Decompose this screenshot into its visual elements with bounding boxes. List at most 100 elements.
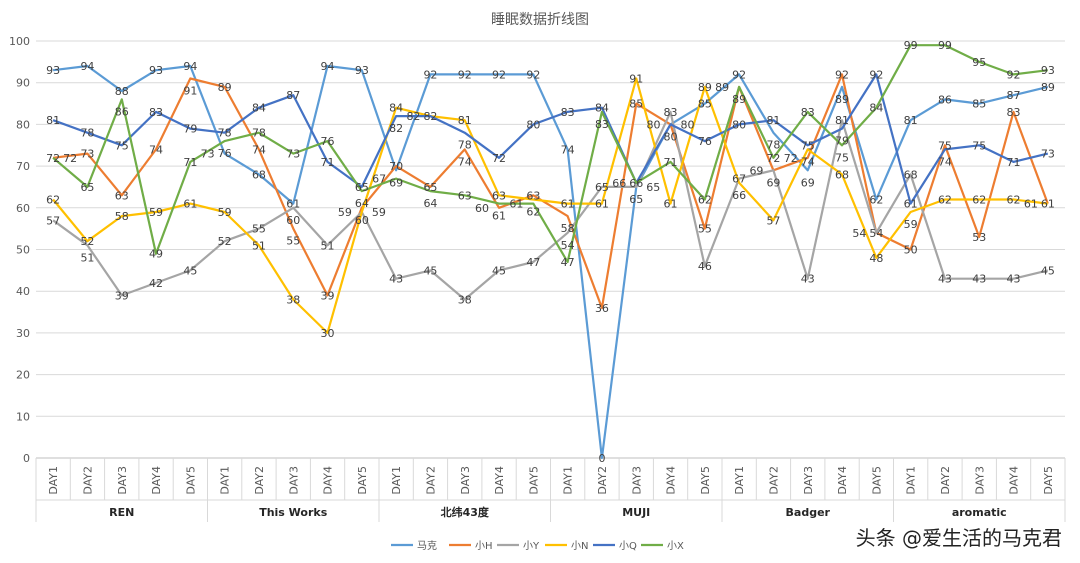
data-label: 69 <box>766 176 780 189</box>
data-label: 89 <box>1041 81 1055 94</box>
data-label: 83 <box>1007 106 1021 119</box>
legend-item[interactable]: 小H <box>449 540 493 552</box>
data-label: 74 <box>149 143 163 156</box>
data-label: 61 <box>286 198 300 211</box>
y-tick-label: 70 <box>16 160 30 173</box>
data-label: 43 <box>801 273 815 286</box>
data-label: 74 <box>252 143 266 156</box>
data-label: 72 <box>492 152 506 165</box>
data-label: 57 <box>766 214 780 227</box>
data-label: 81 <box>46 114 60 127</box>
data-label: 61 <box>1041 198 1055 211</box>
x-tick-label: DAY1 <box>390 466 403 495</box>
x-tick-label: DAY3 <box>459 466 472 495</box>
data-label: 52 <box>218 235 232 248</box>
data-label: 93 <box>1041 64 1055 77</box>
data-label: 94 <box>321 60 335 73</box>
x-tick-label: DAY1 <box>733 466 746 495</box>
y-tick-label: 40 <box>16 285 30 298</box>
data-label: 65 <box>355 181 369 194</box>
data-label: 39 <box>115 289 129 302</box>
data-label: 92 <box>526 68 540 81</box>
data-label: 83 <box>801 106 815 119</box>
group-label: 北纬43度 <box>441 505 490 519</box>
chart-title: 睡眠数据折线图 <box>491 12 589 28</box>
data-label: 92 <box>835 68 849 81</box>
data-label: 45 <box>423 264 437 277</box>
data-label: 83 <box>149 106 163 119</box>
data-label: 45 <box>183 264 197 277</box>
data-label: 92 <box>869 68 883 81</box>
data-label: 61 <box>492 210 506 223</box>
data-label: 86 <box>938 93 952 106</box>
data-label: 78 <box>252 127 266 140</box>
data-label: 92 <box>423 68 437 81</box>
data-label: 49 <box>149 248 163 261</box>
data-label: 67 <box>372 173 386 186</box>
x-tick-label: DAY4 <box>1008 466 1021 495</box>
data-label: 80 <box>526 118 540 131</box>
x-tick-label: DAY3 <box>802 466 815 495</box>
data-label: 81 <box>904 114 918 127</box>
data-label: 65 <box>646 181 660 194</box>
data-label: 59 <box>904 218 918 231</box>
data-label: 59 <box>338 206 352 219</box>
legend-item[interactable]: 马克 <box>391 540 437 552</box>
data-label: 95 <box>972 56 986 69</box>
data-label: 67 <box>732 173 746 186</box>
data-label: 65 <box>629 193 643 206</box>
data-label: 61 <box>561 198 575 211</box>
data-label: 55 <box>698 223 712 236</box>
x-tick-label: DAY3 <box>630 466 643 495</box>
group-label: Badger <box>786 506 831 519</box>
legend-item[interactable]: 小Q <box>593 540 637 552</box>
y-axis: 0 10 20 30 40 50 60 70 80 90 100 <box>9 35 30 465</box>
data-label: 58 <box>561 222 575 235</box>
x-tick-label: DAY4 <box>150 466 163 495</box>
y-tick-label: 20 <box>16 369 30 382</box>
data-label: 51 <box>321 239 335 252</box>
group-label: MUJI <box>622 506 650 519</box>
x-tick-label: DAY2 <box>767 466 780 495</box>
data-label: 62 <box>698 193 712 206</box>
data-label: 82 <box>423 110 437 123</box>
data-label: 88 <box>115 85 129 98</box>
data-label: 84 <box>869 102 883 115</box>
data-label: 84 <box>595 102 609 115</box>
data-label: 68 <box>252 168 266 181</box>
data-label: 43 <box>1007 273 1021 286</box>
x-tick-label: DAY2 <box>596 466 609 495</box>
data-label: 73 <box>80 148 94 161</box>
legend-item[interactable]: 小X <box>641 540 684 552</box>
data-label: 48 <box>869 252 883 265</box>
data-label: 92 <box>458 68 472 81</box>
data-label: 51 <box>252 239 266 252</box>
legend-item[interactable]: 小N <box>545 540 588 552</box>
series-line-马克 <box>52 64 1049 460</box>
x-tick-label: DAY2 <box>81 466 94 495</box>
data-label: 60 <box>355 214 369 227</box>
data-label: 81 <box>766 114 780 127</box>
data-label: 62 <box>972 193 986 206</box>
legend-label: 马克 <box>417 540 437 552</box>
x-tick-label: DAY1 <box>562 466 575 495</box>
data-label: 59 <box>372 206 386 219</box>
data-label: 63 <box>492 189 506 202</box>
data-label: 99 <box>904 39 918 52</box>
data-label: 80 <box>647 118 661 131</box>
data-label: 61 <box>183 198 197 211</box>
data-label: 87 <box>286 89 300 102</box>
data-label: 54 <box>852 227 866 240</box>
data-label: 36 <box>595 302 609 315</box>
data-label: 71 <box>183 156 197 169</box>
data-label: 69 <box>801 176 815 189</box>
group-label: This Works <box>259 506 328 519</box>
data-label: 89 <box>698 81 712 94</box>
legend-item[interactable]: 小Y <box>497 540 540 552</box>
series-line-小N <box>52 77 1048 334</box>
data-label: 50 <box>904 244 918 257</box>
data-label: 75 <box>938 139 952 152</box>
data-label: 94 <box>183 60 197 73</box>
